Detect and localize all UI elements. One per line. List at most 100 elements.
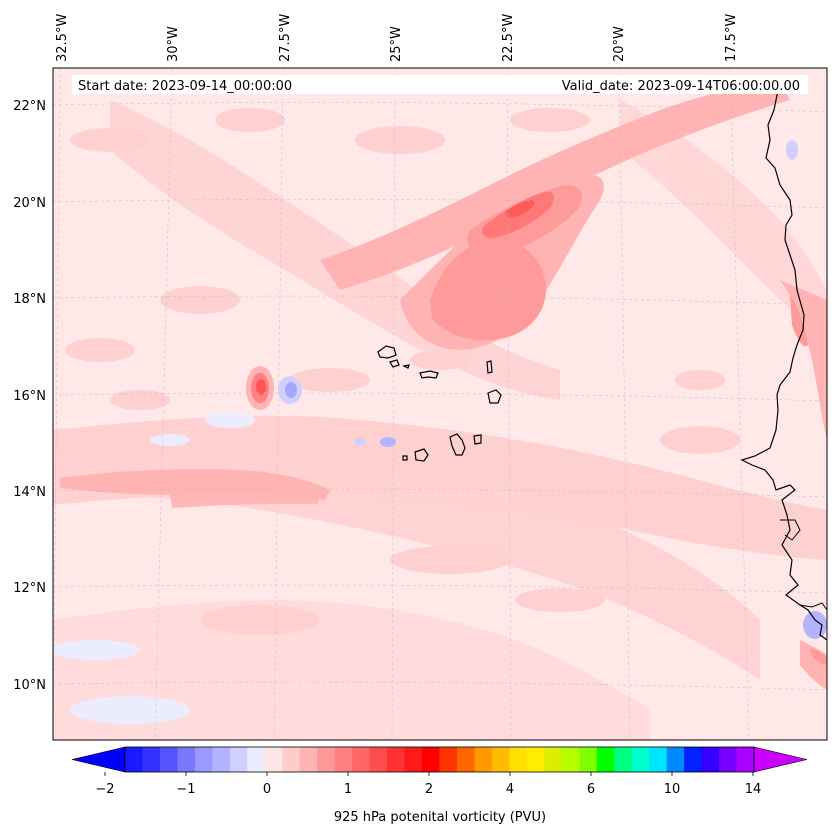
- colorbar-segment: [369, 747, 388, 772]
- pv-blob: [215, 108, 285, 132]
- lon-label: 30°W: [166, 26, 181, 62]
- colorbar-segment: [422, 747, 440, 772]
- colorbar-segment: [247, 747, 266, 772]
- island-fogo: [414, 448, 429, 462]
- colorbar-segment: [719, 747, 738, 772]
- colorbar-segment: [544, 747, 563, 772]
- lat-label: 12°N: [13, 581, 46, 596]
- colorbar-segment: [736, 747, 755, 772]
- colorbar-segment: [666, 747, 685, 772]
- island-santo-antao: [377, 345, 397, 359]
- colorbar-segment: [561, 747, 580, 772]
- pv-coastal-strip: [810, 648, 827, 665]
- pv-blob: [160, 286, 240, 314]
- colorbar-segment: [159, 747, 178, 772]
- colorbar-segment: [194, 747, 213, 772]
- pv-coastal-strip: [790, 295, 808, 347]
- island-boa-vista: [487, 389, 502, 404]
- pv-coastal-strip: [780, 280, 827, 440]
- pv-low-blob: [786, 140, 798, 160]
- colorbar-segment: [125, 747, 143, 772]
- latitude-labels: 22°N 20°N 18°N 16°N 14°N 12°N 10°N: [13, 99, 46, 693]
- colorbar-frame: [124, 746, 755, 773]
- colorbar-min-arrow: [71, 746, 126, 773]
- colorbar-tick-label: 4: [506, 782, 514, 797]
- lat-label: 18°N: [13, 292, 46, 307]
- colorbar-segment: [264, 747, 283, 772]
- island-santa-luzia: [402, 364, 410, 369]
- pv-low-blob: [285, 382, 297, 398]
- colorbar-segment: [631, 747, 650, 772]
- colorbar-segment: [387, 747, 406, 772]
- coastline-detail: [780, 519, 801, 541]
- gridlines: [53, 68, 827, 740]
- colorbar-segment: [317, 747, 336, 772]
- island-santiago: [449, 433, 466, 456]
- pv-blob: [660, 426, 740, 454]
- colorbar-segment: [684, 747, 703, 772]
- pv-blob: [70, 128, 150, 152]
- pv-streak-core: [505, 200, 535, 218]
- pv-vortex: [256, 379, 266, 395]
- pv-low-blob: [53, 640, 140, 660]
- lon-label: 17.5°W: [724, 14, 739, 62]
- colorbar-tick-label: 0: [263, 782, 271, 797]
- pv-streak-medium: [170, 487, 320, 508]
- pv-blob: [290, 368, 370, 392]
- colorbar-segment: [282, 747, 301, 772]
- lon-label: 20°W: [612, 26, 627, 62]
- colorbar-segment: [596, 747, 615, 772]
- african-coastline: [740, 79, 827, 641]
- colorbar-segment: [456, 747, 475, 772]
- map-frame: [52, 67, 828, 741]
- pv-low-blob: [380, 437, 396, 447]
- colorbar-segment: [229, 747, 248, 772]
- pv-blob: [515, 588, 605, 612]
- pv-low-blob: [354, 438, 366, 446]
- pv-blob: [675, 370, 725, 390]
- lat-label: 22°N: [13, 99, 46, 114]
- colorbar: −2 −1 0 1 2 4 6 10 14 925 hPa potenital …: [71, 746, 808, 825]
- pv-low-blob: [150, 434, 190, 446]
- island-sao-nicolau: [419, 370, 439, 379]
- colorbar-segment: [614, 747, 633, 772]
- pv-blob: [355, 126, 445, 154]
- pv-low-blob: [70, 696, 190, 724]
- pv-low-blob: [803, 611, 827, 639]
- pv-blob: [510, 108, 590, 132]
- lon-label: 25°W: [389, 26, 404, 62]
- colorbar-segment: [649, 747, 668, 772]
- lat-label: 16°N: [13, 389, 46, 404]
- colorbar-segment: [579, 747, 598, 772]
- colorbar-segment: [701, 747, 720, 772]
- colorbar-segment: [299, 747, 318, 772]
- colorbar-segment: [142, 747, 161, 772]
- colorbar-segment: [474, 747, 493, 772]
- lon-label: 22.5°W: [501, 14, 516, 62]
- lat-label: 14°N: [13, 485, 46, 500]
- colorbar-segment: [177, 747, 196, 772]
- colorbar-segment: [352, 747, 371, 772]
- colorbar-segment: [439, 747, 458, 772]
- colorbar-tick-label: 10: [664, 782, 681, 797]
- lon-label: 27.5°W: [278, 14, 293, 62]
- colorbar-tick-label: 14: [745, 782, 762, 797]
- colorbar-segment: [334, 747, 353, 772]
- colorbar-tick-label: 2: [425, 782, 433, 797]
- start-date-label: Start date: 2023-09-14_00:00:00: [78, 79, 292, 94]
- colorbar-tick-label: 1: [344, 782, 352, 797]
- pv-blob: [595, 484, 705, 516]
- colorbar-segment: [491, 747, 510, 772]
- island-brava: [402, 455, 408, 461]
- coastline-detail: [799, 602, 827, 611]
- colorbar-segments: [125, 747, 755, 772]
- island-sao-vicente: [389, 359, 400, 368]
- pv-low-blob: [205, 412, 255, 428]
- valid-date-label: Valid_date: 2023-09-14T06:00:00.00: [562, 79, 800, 94]
- pv-blob: [110, 390, 170, 410]
- colorbar-segment: [212, 747, 231, 772]
- lat-label: 20°N: [13, 196, 46, 211]
- pv-band-light: [53, 600, 650, 740]
- pv-blob: [390, 546, 510, 574]
